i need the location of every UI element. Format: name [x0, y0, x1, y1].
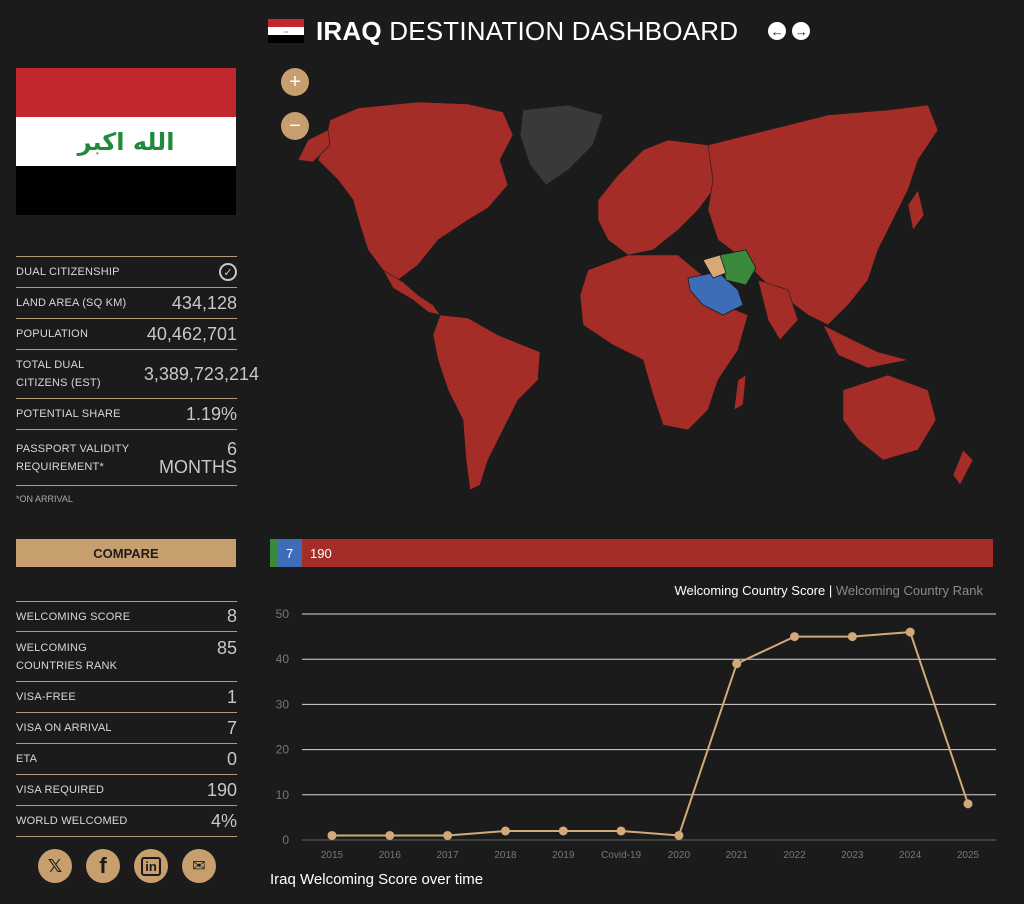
map-alaska — [297, 129, 331, 163]
x-tick-label: 2022 — [783, 850, 806, 861]
map-australia — [842, 374, 937, 461]
y-tick-label: 10 — [276, 788, 290, 802]
map-asia — [707, 104, 939, 326]
compare-button[interactable]: COMPARE — [16, 539, 236, 567]
map-madagascar — [733, 374, 747, 411]
mini-flag-icon: ••• — [268, 19, 304, 43]
mail-icon[interactable]: ✉ — [182, 849, 216, 883]
stat-passport-validity: PASSPORT VALIDITY REQUIREMENT* 6 MONTHS — [16, 430, 237, 486]
check-circle-icon: ✓ — [219, 263, 237, 281]
stat-welcoming-rank: WELCOMING COUNTRIES RANK 85 — [16, 632, 237, 682]
y-tick-label: 20 — [276, 743, 290, 757]
data-point — [963, 799, 973, 809]
x-icon[interactable]: 𝕏 — [38, 849, 72, 883]
map-north-america — [317, 101, 514, 281]
map-southeast-asia — [822, 324, 909, 369]
data-point — [616, 826, 626, 836]
footnote: *ON ARRIVAL — [16, 494, 73, 504]
legend-score[interactable]: Welcoming Country Score — [674, 583, 826, 598]
map-iraq — [702, 254, 727, 279]
chart-caption: Iraq Welcoming Score over time — [270, 871, 484, 888]
stat-visa-free: VISA-FREE 1 — [16, 682, 237, 713]
stat-population: POPULATION 40,462,701 — [16, 319, 237, 350]
data-point — [847, 632, 857, 642]
y-tick-label: 0 — [282, 833, 289, 847]
legend-rank[interactable]: Welcoming Country Rank — [835, 583, 983, 598]
x-tick-label: 2019 — [552, 850, 575, 861]
bar-visa-free — [270, 539, 278, 567]
map-new-zealand — [952, 449, 974, 486]
chart-legend: Welcoming Country Score | Welcoming Coun… — [674, 583, 983, 598]
map-india — [757, 279, 799, 341]
stat-potential-share: POTENTIAL SHARE 1.19% — [16, 399, 237, 430]
data-point — [558, 826, 568, 836]
x-tick-label: 2024 — [899, 850, 922, 861]
data-point — [674, 830, 684, 840]
x-tick-label: 2017 — [437, 850, 460, 861]
x-tick-label: 2020 — [668, 850, 691, 861]
x-tick-label: 2025 — [957, 850, 980, 861]
data-point — [385, 830, 395, 840]
series-line — [332, 631, 969, 837]
map-japan — [907, 189, 925, 231]
y-tick-label: 50 — [276, 607, 290, 621]
map-iran — [719, 249, 757, 286]
bar-visa-required: 190 — [302, 539, 993, 567]
flag-emblem: الله اكبر — [77, 127, 175, 156]
map-central-america — [382, 269, 441, 316]
visa-split-bar: 7 190 — [270, 539, 993, 567]
map-europe — [597, 139, 719, 256]
stat-visa-on-arrival: VISA ON ARRIVAL 7 — [16, 713, 237, 744]
data-point — [327, 830, 337, 840]
world-map[interactable] — [268, 90, 998, 510]
x-tick-label: 2021 — [726, 850, 749, 861]
stat-land-area: LAND AREA (SQ KM) 434,128 — [16, 288, 237, 319]
welcoming-score-chart: 0 10 20 30 40 50 2015 2016 2017 2018 2019 Covid-19 2… — [276, 607, 996, 861]
x-tick-label: Covid-19 — [601, 850, 641, 861]
data-point — [905, 627, 915, 637]
arrow-left-icon[interactable]: ← — [768, 22, 787, 40]
country-flag: الله اكبر — [16, 68, 236, 215]
map-greenland — [519, 104, 604, 186]
page-header: ••• IRAQ DESTINATION DASHBOARD ← → — [268, 12, 811, 50]
x-tick-label: 2015 — [321, 850, 344, 861]
stat-visa-required: VISA REQUIRED 190 — [16, 775, 237, 806]
social-links: 𝕏 f in ✉ — [38, 849, 230, 883]
linkedin-icon[interactable]: in — [134, 849, 168, 883]
country-profile-table: DUAL CITIZENSHIP ✓ LAND AREA (SQ KM) 434… — [16, 256, 259, 486]
stat-eta: ETA 0 — [16, 744, 237, 775]
data-point — [500, 826, 510, 836]
stat-world-welcomed: WORLD WELCOMED 4% — [16, 806, 237, 837]
zoom-in-button[interactable]: + — [281, 68, 309, 96]
zoom-out-button[interactable]: − — [281, 112, 309, 140]
x-tick-label: 2016 — [379, 850, 402, 861]
data-point — [443, 830, 453, 840]
page-title: IRAQ DESTINATION DASHBOARD — [316, 15, 739, 46]
welcoming-stats-table: WELCOMING SCORE 8 WELCOMING COUNTRIES RA… — [16, 601, 237, 837]
x-tick-label: 2018 — [494, 850, 517, 861]
arrow-right-icon[interactable]: → — [792, 22, 811, 40]
y-tick-label: 30 — [276, 697, 290, 711]
facebook-icon[interactable]: f — [86, 849, 120, 883]
stat-welcoming-score: WELCOMING SCORE 8 — [16, 601, 237, 632]
x-tick-label: 2023 — [841, 850, 864, 861]
stat-total-dual-citizens: TOTAL DUAL CITIZENS (EST) 3,389,723,214 — [16, 350, 259, 399]
data-point — [790, 632, 800, 642]
y-tick-label: 40 — [276, 652, 290, 666]
map-south-america — [432, 314, 541, 491]
bar-visa-on-arrival: 7 — [278, 539, 302, 567]
data-point — [732, 659, 742, 669]
stat-dual-citizenship: DUAL CITIZENSHIP ✓ — [16, 256, 237, 288]
